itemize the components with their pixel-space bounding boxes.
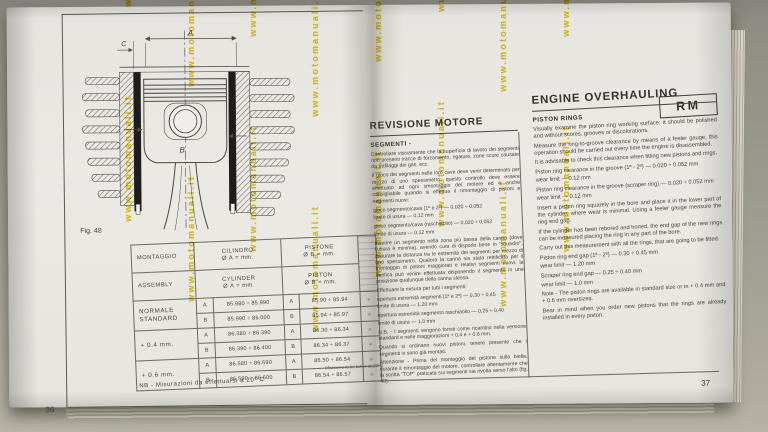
- table-cell: B: [196, 312, 215, 329]
- header-piston: PISTON Ø B = mm.: [281, 263, 360, 295]
- table-cell: B: [284, 339, 302, 355]
- header-assembly: ASSEMBLY: [131, 270, 197, 302]
- paragraph: Il gioco dei segmenti nelle loro cave de…: [371, 167, 521, 205]
- figure-caption: Fig. 48: [80, 228, 102, 235]
- dim-a-label: A: [187, 28, 193, 37]
- table-cell: B: [283, 309, 301, 325]
- left-page: A C: [7, 2, 731, 414]
- cooling-fins-left: [81, 77, 121, 198]
- row-label-line1: + 0.6 mm.: [141, 370, 175, 380]
- table-cell: A: [197, 327, 215, 344]
- paragraph: Inserire un segmento nella zona più bass…: [374, 234, 524, 285]
- cylinder-head-joint: [119, 65, 250, 73]
- piston-rings: [143, 84, 227, 102]
- open-book: A C: [6, 2, 734, 414]
- piston-cylinder-figure: A C: [80, 28, 295, 235]
- table-cell: A: [282, 294, 301, 310]
- row-label-standard: NORMALE STANDARD: [133, 298, 198, 332]
- wrist-pin-inner: [173, 109, 198, 134]
- header-pistone: PISTONE Ø B = mm.: [280, 235, 359, 267]
- table-cell: B: [198, 342, 216, 359]
- cylinder-jacket-right: [235, 71, 251, 213]
- table-cell: A: [198, 357, 217, 374]
- table-cell: A: [196, 297, 214, 314]
- cooling-fins-right: [249, 77, 295, 216]
- pin-boss: [163, 102, 207, 140]
- row-label-plus04: + 0.4 mm.: [134, 328, 199, 362]
- table-cell: A: [284, 324, 302, 340]
- cylinder-liner: [133, 71, 237, 215]
- connecting-rod: [163, 162, 209, 231]
- table-cell: A: [285, 354, 303, 370]
- right-page: RM REVISIONE MOTORE SEGMENTI - Controlla…: [7, 2, 731, 388]
- italian-title: REVISIONE MOTORE: [369, 114, 518, 137]
- dimension-b: B: [123, 127, 247, 155]
- italian-column: REVISIONE MOTORE SEGMENTI - Controllare …: [369, 114, 528, 388]
- page-number-right: 37: [701, 378, 711, 388]
- page-number-left: 36: [45, 405, 55, 415]
- dimension-c: C: [117, 40, 134, 70]
- dim-c-label: C: [121, 41, 127, 48]
- cylinder-jacket-left: [119, 71, 135, 206]
- header-cilindro: CILINDRO Ø A = mm.: [193, 238, 282, 271]
- dimension-a: A: [144, 28, 237, 68]
- table-cell: B: [285, 369, 304, 385]
- dim-b-label: B: [179, 146, 185, 155]
- header-montaggio: MONTAGGIO: [130, 242, 196, 274]
- row-label-line1: + 0.4 mm.: [140, 340, 174, 350]
- piston: [143, 78, 228, 164]
- centerline: [184, 30, 187, 232]
- header-cylinder: CYLINDER Ø A = mm.: [195, 266, 283, 299]
- english-column: ENGINE OVERHAULING PISTON RINGS Visually…: [531, 84, 727, 325]
